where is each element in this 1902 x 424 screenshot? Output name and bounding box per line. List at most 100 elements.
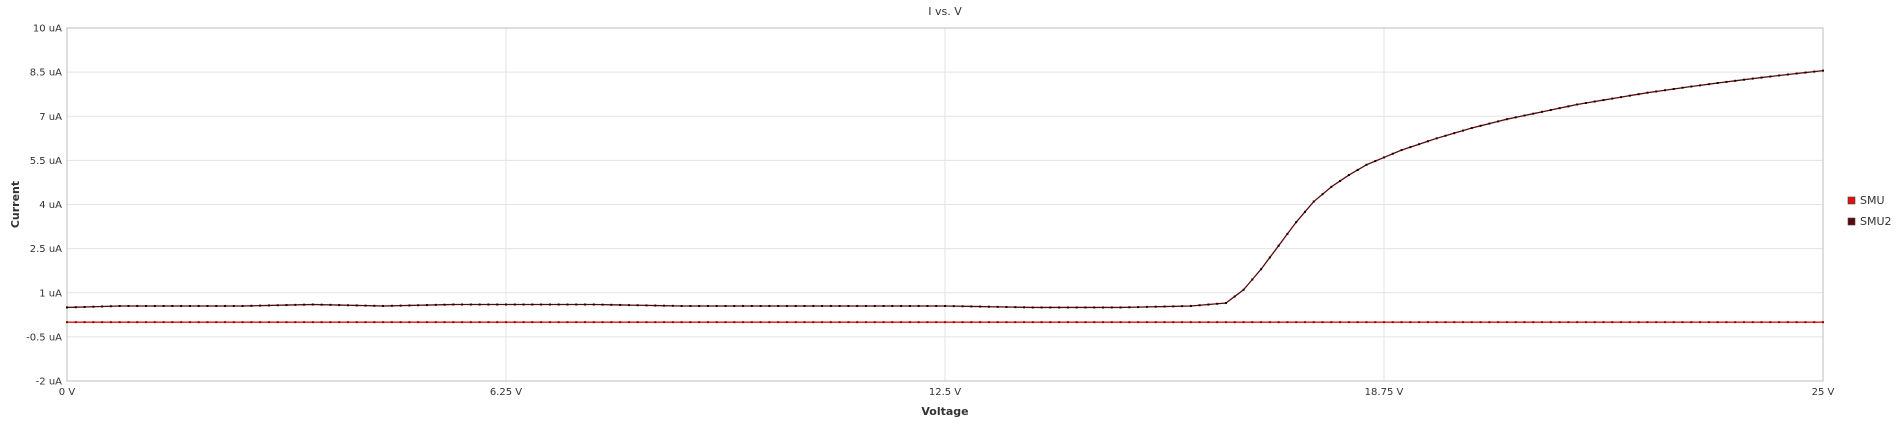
data-point xyxy=(241,321,244,324)
data-point xyxy=(461,303,464,306)
data-point xyxy=(1769,321,1772,324)
data-point xyxy=(645,304,648,307)
data-point xyxy=(987,321,990,324)
data-point xyxy=(1154,305,1157,308)
data-point xyxy=(1383,321,1385,324)
data-point xyxy=(689,321,692,324)
data-point xyxy=(1663,321,1666,324)
data-point xyxy=(513,303,516,306)
data-point xyxy=(1742,78,1745,81)
data-point xyxy=(1725,80,1728,83)
x-tick-label: 12.5 V xyxy=(929,387,961,398)
data-point xyxy=(1137,306,1140,309)
data-point xyxy=(873,321,876,324)
data-point xyxy=(575,321,578,324)
data-point xyxy=(838,304,841,307)
data-point xyxy=(1426,140,1429,143)
y-axis-title: Current xyxy=(9,181,22,228)
data-point xyxy=(610,303,613,306)
data-point xyxy=(1198,304,1201,307)
data-point xyxy=(1207,321,1210,324)
data-point xyxy=(1172,321,1175,324)
data-point xyxy=(742,321,745,324)
data-point xyxy=(1233,321,1236,324)
data-point xyxy=(1567,321,1570,324)
data-point xyxy=(197,321,200,324)
data-point xyxy=(285,321,288,324)
data-point xyxy=(1716,82,1719,85)
data-point xyxy=(118,321,121,324)
data-point xyxy=(557,303,560,306)
data-point xyxy=(742,304,745,307)
data-point xyxy=(452,303,455,306)
data-point xyxy=(706,321,709,324)
data-point xyxy=(1584,321,1587,324)
legend-item-smu[interactable]: SMU xyxy=(1847,194,1885,207)
data-point xyxy=(882,321,885,324)
data-point xyxy=(1163,305,1166,308)
data-point xyxy=(1699,84,1702,87)
data-point xyxy=(303,303,306,306)
data-point xyxy=(188,321,191,324)
data-point xyxy=(654,304,657,307)
x-axis-title: Voltage xyxy=(921,405,968,418)
data-point xyxy=(917,321,920,324)
data-point xyxy=(285,304,288,307)
data-point xyxy=(1330,185,1333,188)
data-point xyxy=(1813,321,1816,324)
data-point xyxy=(1822,69,1824,72)
data-point xyxy=(548,321,551,324)
data-point xyxy=(961,305,964,308)
data-point xyxy=(1795,321,1798,324)
data-point xyxy=(1330,321,1333,324)
data-point xyxy=(1251,278,1254,281)
data-point xyxy=(1795,72,1798,75)
data-point xyxy=(944,304,946,307)
data-point xyxy=(162,304,165,307)
data-point xyxy=(1567,105,1570,108)
data-point xyxy=(1014,306,1017,309)
data-point xyxy=(1514,321,1517,324)
data-point xyxy=(224,321,227,324)
data-point xyxy=(1690,85,1693,88)
data-point xyxy=(180,321,183,324)
x-tick-label: 6.25 V xyxy=(490,387,522,398)
data-point xyxy=(1339,321,1342,324)
data-point xyxy=(513,321,516,324)
data-point xyxy=(531,321,534,324)
data-point xyxy=(1760,321,1763,324)
data-point xyxy=(1479,124,1482,127)
data-point xyxy=(171,304,174,307)
data-point xyxy=(619,321,622,324)
data-point xyxy=(900,304,903,307)
data-point xyxy=(294,321,297,324)
data-point xyxy=(856,321,859,324)
x-tick-label: 0 V xyxy=(59,387,76,398)
data-point xyxy=(566,321,569,324)
data-point xyxy=(452,321,455,324)
data-point xyxy=(1769,75,1772,78)
data-point xyxy=(1242,321,1245,324)
data-point xyxy=(267,304,270,307)
data-point xyxy=(1470,127,1473,130)
data-point xyxy=(1102,321,1105,324)
data-point xyxy=(1066,306,1069,309)
plot-frame xyxy=(66,27,1824,382)
data-point xyxy=(1058,321,1061,324)
legend-item-smu2[interactable]: SMU2 xyxy=(1847,215,1892,228)
data-point xyxy=(987,305,990,308)
data-point xyxy=(847,321,850,324)
data-point xyxy=(145,304,148,307)
data-point xyxy=(715,304,718,307)
data-point xyxy=(1707,321,1710,324)
data-point xyxy=(812,304,815,307)
data-point xyxy=(522,321,525,324)
data-point xyxy=(408,304,411,307)
data-point xyxy=(461,321,464,324)
data-point xyxy=(364,304,367,307)
data-point xyxy=(663,321,666,324)
legend: SMU SMU2 xyxy=(1847,194,1892,228)
data-point xyxy=(1339,179,1342,182)
data-point xyxy=(777,304,780,307)
data-point xyxy=(66,321,68,324)
